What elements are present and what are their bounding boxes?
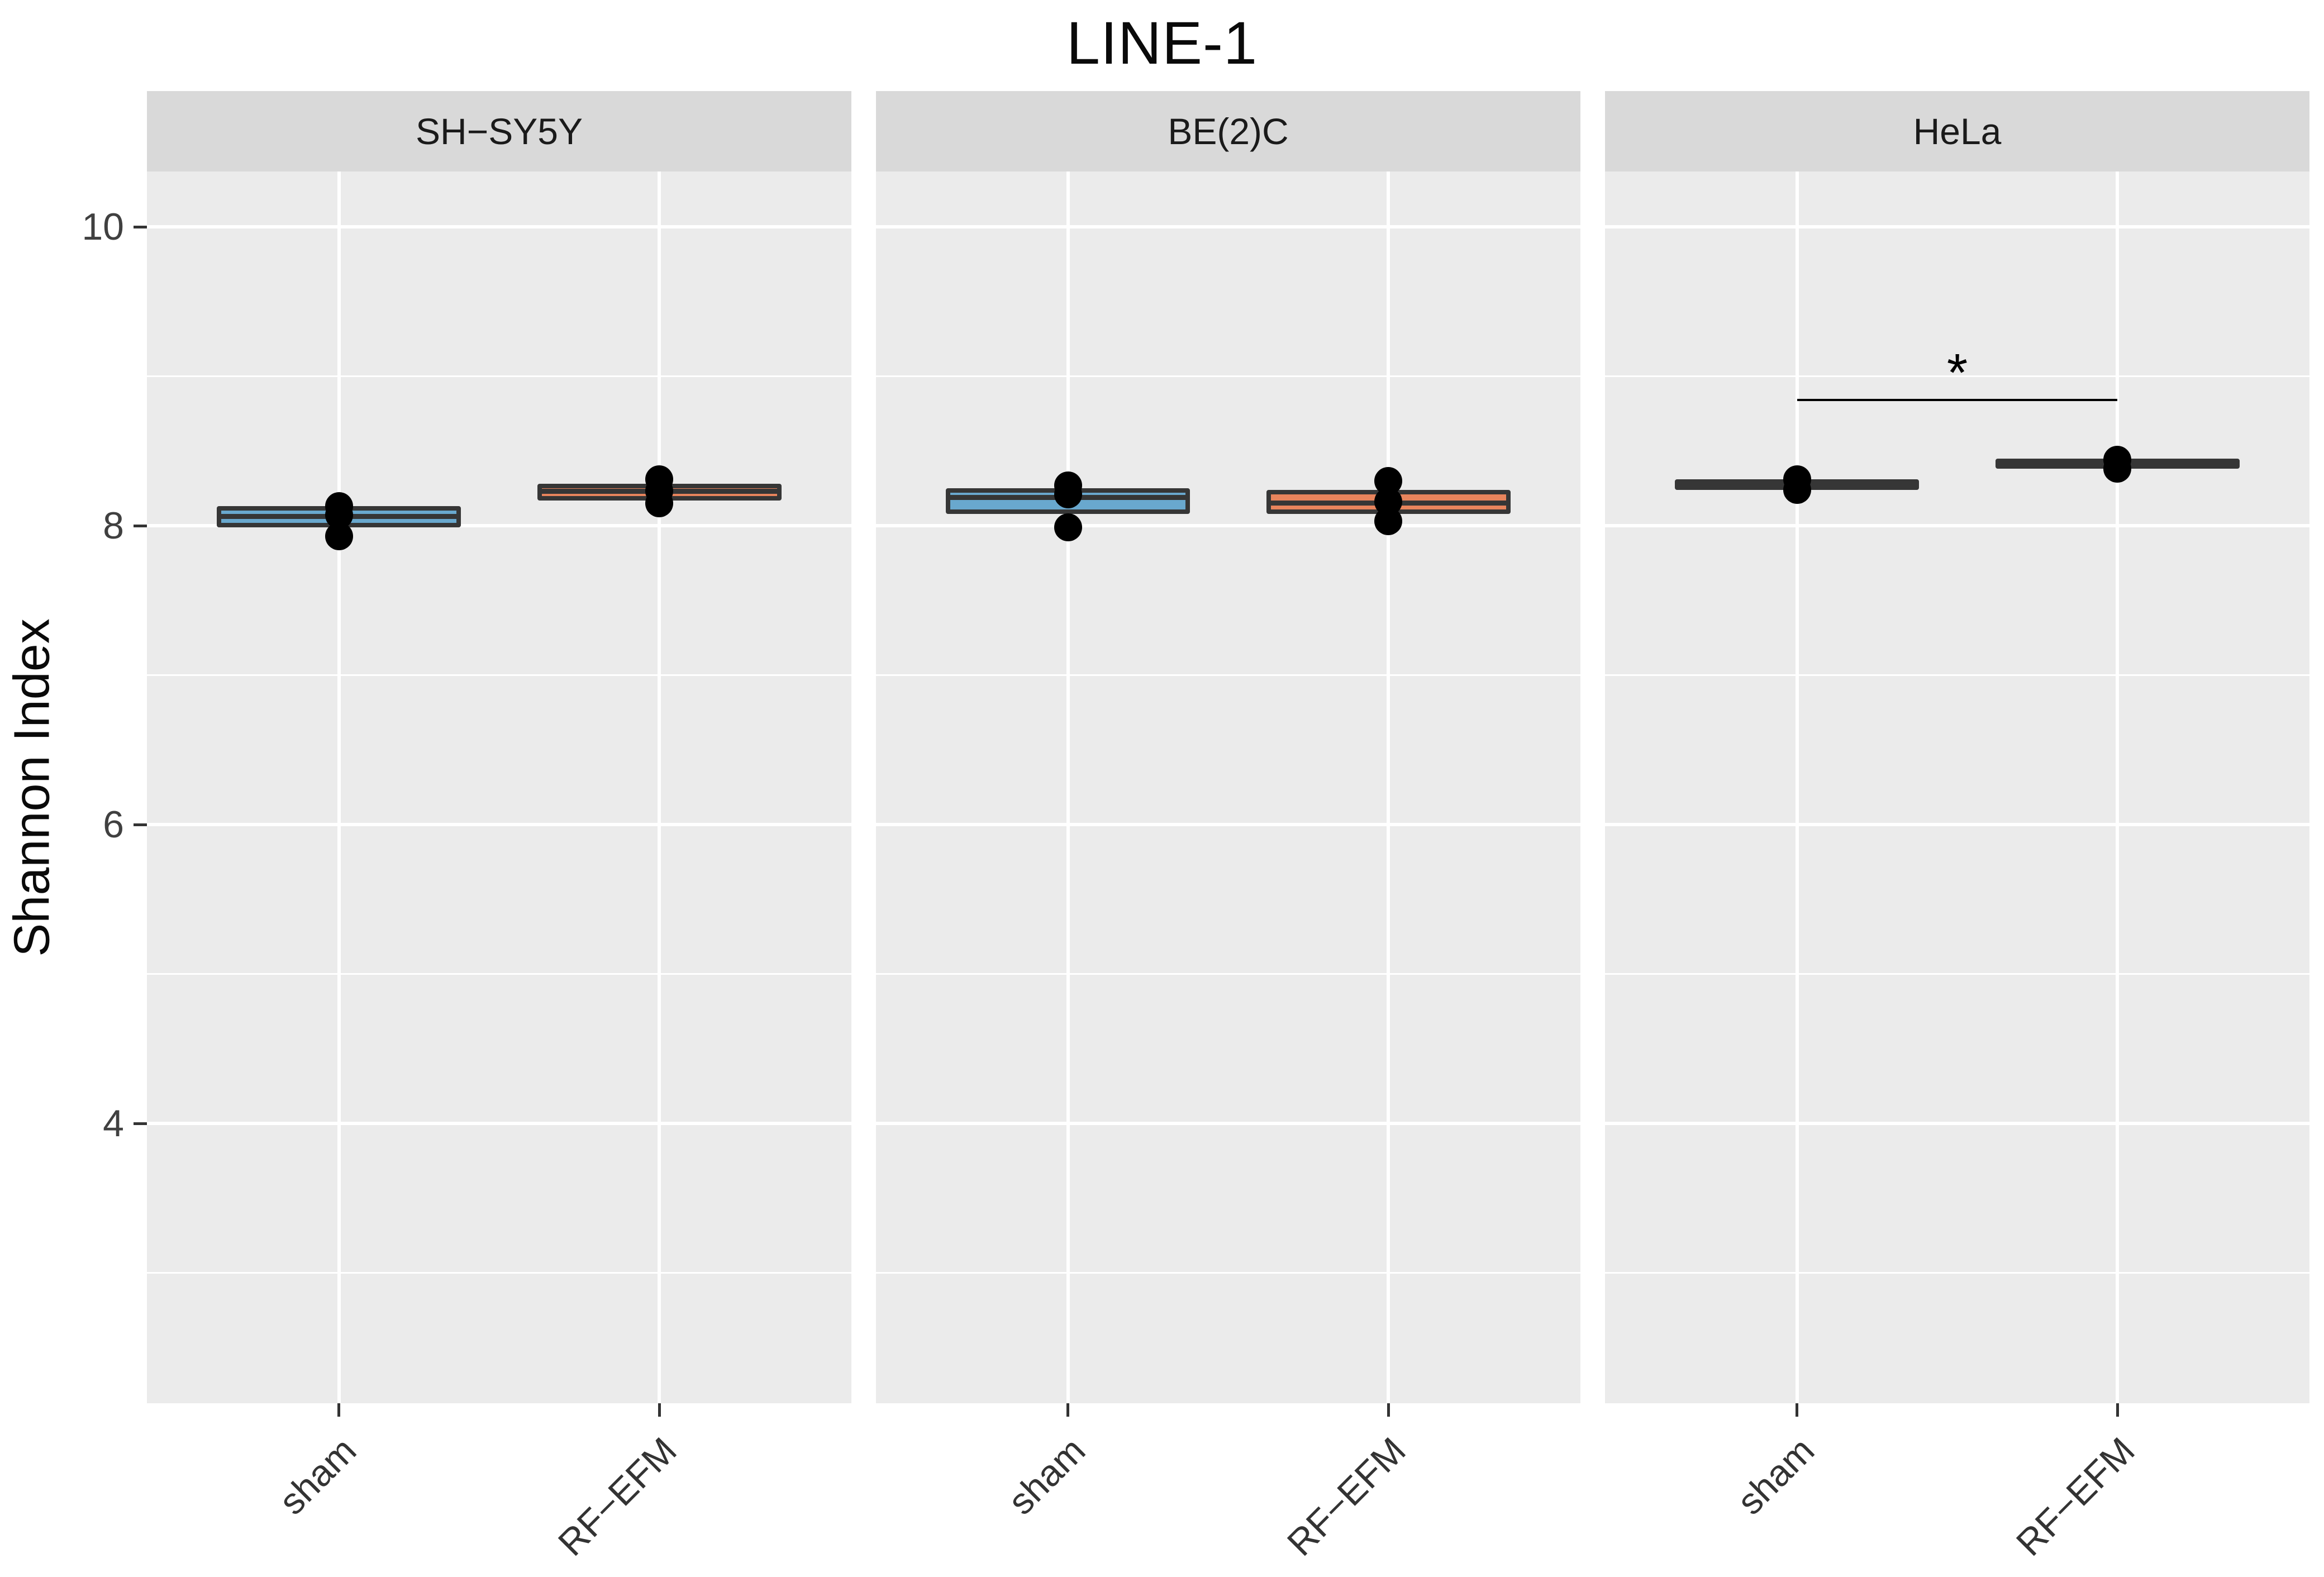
minor-gridline	[876, 1272, 1580, 1274]
minor-gridline	[876, 973, 1580, 975]
data-point	[1783, 475, 1811, 504]
y-tick-mark	[134, 1122, 147, 1125]
y-tick-mark	[134, 524, 147, 527]
major-gridline	[876, 524, 1580, 527]
x-tick-label: sham	[271, 1429, 364, 1523]
chart-title: LINE-1	[1066, 9, 1258, 77]
major-gridline	[1605, 225, 2309, 228]
minor-gridline	[1605, 674, 2309, 676]
minor-gridline	[147, 1272, 851, 1274]
facet-panel	[1605, 171, 2309, 1403]
major-gridline	[147, 823, 851, 826]
facet-strip: HeLa	[1605, 91, 2309, 171]
x-tick-mark	[2116, 1403, 2119, 1417]
minor-gridline	[147, 674, 851, 676]
y-axis-title: Shannon Index	[4, 618, 60, 957]
y-tick-mark	[134, 225, 147, 228]
significance-label: *	[1946, 343, 1968, 403]
significance-bar	[1797, 399, 2118, 402]
y-tick-label: 4	[103, 1102, 124, 1145]
y-tick-label: 6	[103, 803, 124, 846]
x-tick-mark	[1796, 1403, 1799, 1417]
minor-gridline	[147, 375, 851, 377]
data-point	[325, 522, 353, 550]
x-tick-mark	[658, 1403, 661, 1417]
y-tick-mark	[134, 823, 147, 826]
x-major-gridline	[1066, 171, 1070, 1403]
data-point	[1054, 480, 1082, 508]
facet-strip-label: HeLa	[1913, 111, 2002, 152]
major-gridline	[147, 524, 851, 527]
major-gridline	[876, 823, 1580, 826]
data-point	[1054, 513, 1082, 541]
major-gridline	[876, 1122, 1580, 1125]
y-tick-label: 8	[103, 504, 124, 547]
data-point	[645, 489, 674, 517]
minor-gridline	[876, 375, 1580, 377]
data-point	[2103, 455, 2132, 483]
minor-gridline	[147, 973, 851, 975]
facet-strip: BE(2)C	[876, 91, 1580, 171]
facet-strip-label: SH−SY5Y	[416, 111, 583, 152]
facet-strip-label: BE(2)C	[1168, 111, 1289, 152]
x-tick-label: sham	[1729, 1429, 1822, 1523]
y-tick-label: 10	[82, 206, 124, 248]
facet-panel	[876, 171, 1580, 1403]
major-gridline	[1605, 524, 2309, 527]
x-tick-label: sham	[1000, 1429, 1093, 1523]
x-major-gridline	[337, 171, 341, 1403]
minor-gridline	[1605, 973, 2309, 975]
facet-panel	[147, 171, 851, 1403]
x-tick-mark	[1387, 1403, 1390, 1417]
x-tick-mark	[337, 1403, 341, 1417]
x-tick-label: RF−EFM	[2008, 1429, 2143, 1564]
x-tick-label: RF−EFM	[550, 1429, 685, 1564]
major-gridline	[1605, 1122, 2309, 1125]
major-gridline	[876, 225, 1580, 228]
major-gridline	[1605, 823, 2309, 826]
x-major-gridline	[2116, 171, 2120, 1403]
data-point	[1374, 507, 1403, 535]
facet-strip: SH−SY5Y	[147, 91, 851, 171]
minor-gridline	[1605, 1272, 2309, 1274]
minor-gridline	[1605, 375, 2309, 377]
x-tick-label: RF−EFM	[1279, 1429, 1414, 1564]
x-major-gridline	[1795, 171, 1799, 1403]
major-gridline	[147, 1122, 851, 1125]
major-gridline	[147, 225, 851, 228]
x-major-gridline	[1387, 171, 1390, 1403]
x-tick-mark	[1066, 1403, 1070, 1417]
x-major-gridline	[658, 171, 661, 1403]
minor-gridline	[876, 674, 1580, 676]
